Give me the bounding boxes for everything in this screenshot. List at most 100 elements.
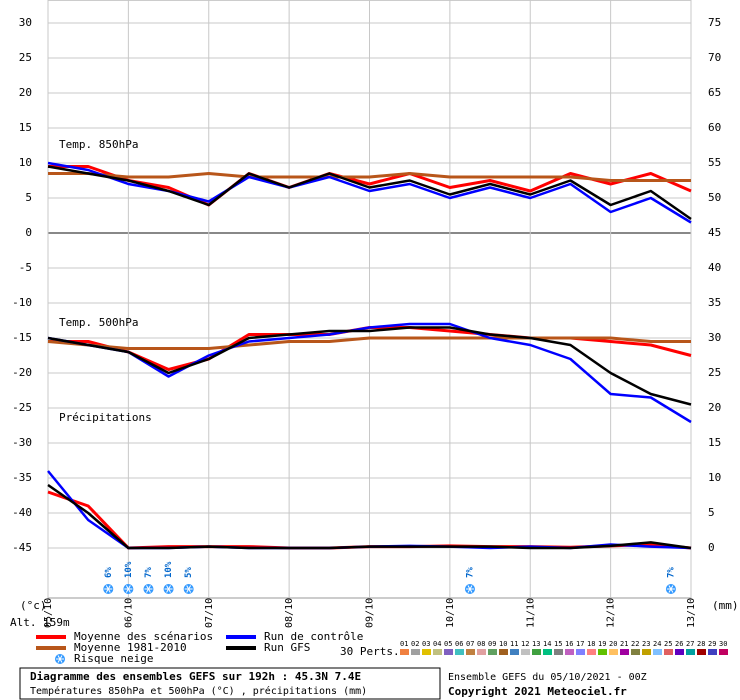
pert-swatch bbox=[422, 649, 431, 655]
pert-swatch bbox=[400, 649, 409, 655]
pert-swatch bbox=[697, 649, 706, 655]
footer-run: Ensemble GEFS du 05/10/2021 - 00Z bbox=[448, 672, 647, 683]
pert-number: 01 bbox=[400, 640, 408, 648]
pert-swatch bbox=[411, 649, 420, 655]
snow-label: 7% bbox=[465, 567, 475, 578]
y-tick-label: 0 bbox=[25, 226, 32, 239]
footer-copyright: Copyright 2021 Meteociel.fr bbox=[448, 685, 627, 698]
y-tick-label: -40 bbox=[12, 506, 32, 519]
pert-number: 16 bbox=[565, 640, 573, 648]
y-tick-label: -15 bbox=[12, 331, 32, 344]
pert-number: 20 bbox=[609, 640, 617, 648]
pert-number: 02 bbox=[411, 640, 419, 648]
series-line bbox=[47, 336, 691, 350]
pert-swatch bbox=[521, 649, 530, 655]
pert-swatch bbox=[433, 649, 442, 655]
y-tick-label: 25 bbox=[19, 51, 32, 64]
footer-subtitle: Températures 850hPa et 500hPa (°C) , pré… bbox=[30, 685, 367, 697]
y-tick-label: -30 bbox=[12, 436, 32, 449]
pert-number: 10 bbox=[499, 640, 507, 648]
pert-number: 07 bbox=[466, 640, 474, 648]
pert-swatch bbox=[675, 649, 684, 655]
pert-number: 17 bbox=[576, 640, 584, 648]
legend-label: Run de contrôle bbox=[264, 630, 363, 643]
y2-tick-label: 30 bbox=[708, 331, 721, 344]
y2-tick-label: 15 bbox=[708, 436, 721, 449]
pert-swatch bbox=[642, 649, 651, 655]
pert-number: 13 bbox=[532, 640, 540, 648]
y2-tick-label: 0 bbox=[708, 541, 715, 554]
y2-tick-label: 40 bbox=[708, 261, 721, 274]
y-tick-label: 5 bbox=[25, 191, 32, 204]
legend-label: Run GFS bbox=[264, 641, 310, 654]
pert-number: 03 bbox=[422, 640, 430, 648]
x-tick-label: 12/10 bbox=[606, 598, 617, 628]
pert-swatch bbox=[510, 649, 519, 655]
pert-swatch bbox=[686, 649, 695, 655]
series-line bbox=[47, 165, 692, 221]
x-tick-label: 08/10 bbox=[284, 598, 295, 628]
annotation: Temp. 850hPa bbox=[59, 138, 138, 151]
y2-tick-label: 70 bbox=[708, 51, 721, 64]
y2-tick-label: 75 bbox=[708, 16, 721, 29]
y-tick-label: -20 bbox=[12, 366, 32, 379]
y-tick-label: -10 bbox=[12, 296, 32, 309]
pert-number: 26 bbox=[675, 640, 683, 648]
legend-label: Risque neige bbox=[74, 652, 153, 665]
pert-swatch bbox=[543, 649, 552, 655]
pert-swatch bbox=[488, 649, 497, 655]
x-tick-label: 07/10 bbox=[204, 598, 215, 628]
pert-number: 05 bbox=[444, 640, 452, 648]
snow-label: 7% bbox=[666, 567, 676, 578]
snow-label: 5% bbox=[184, 567, 194, 578]
pert-number: 08 bbox=[477, 640, 485, 648]
pert-swatch bbox=[609, 649, 618, 655]
pert-swatch bbox=[576, 649, 585, 655]
snow-label: 10% bbox=[124, 561, 134, 578]
x-tick-label: 13/10 bbox=[686, 598, 697, 628]
y2-tick-label: 20 bbox=[708, 401, 721, 414]
annotation: Temp. 500hPa bbox=[59, 316, 138, 329]
pert-number: 25 bbox=[664, 640, 672, 648]
pert-number: 19 bbox=[598, 640, 606, 648]
snow-marker bbox=[103, 584, 114, 594]
y-tick-label: -5 bbox=[19, 261, 32, 274]
x-tick-label: 05/10 bbox=[43, 598, 54, 628]
series-line bbox=[48, 172, 691, 182]
snow-marker bbox=[183, 584, 194, 594]
legend-label: Moyenne 1981-2010 bbox=[74, 641, 187, 654]
pert-swatch bbox=[532, 649, 541, 655]
y2-tick-label: 10 bbox=[708, 471, 721, 484]
series-line bbox=[47, 322, 692, 424]
footer-title: Diagramme des ensembles GEFS sur 192h : … bbox=[30, 670, 361, 683]
pert-number: 27 bbox=[686, 640, 694, 648]
snow-label: 6% bbox=[104, 567, 114, 578]
y2-tick-label: 25 bbox=[708, 366, 721, 379]
snow-marker bbox=[163, 584, 174, 594]
series-line bbox=[47, 483, 692, 550]
pert-number: 06 bbox=[455, 640, 463, 648]
annotation: Précipitations bbox=[59, 411, 152, 424]
snow-marker bbox=[464, 584, 475, 594]
perts-label: 30 Perts. bbox=[340, 645, 400, 658]
pert-swatch bbox=[719, 649, 728, 655]
pert-swatch bbox=[631, 649, 640, 655]
x-tick-label: 10/10 bbox=[445, 598, 456, 628]
x-tick-label: 06/10 bbox=[123, 598, 134, 628]
x-tick-label: 09/10 bbox=[365, 598, 376, 628]
pert-swatch bbox=[455, 649, 464, 655]
snow-label: 10% bbox=[164, 561, 174, 578]
axis-unit: (°c) bbox=[20, 599, 47, 612]
pert-swatch bbox=[620, 649, 629, 655]
y-tick-label: -35 bbox=[12, 471, 32, 484]
footer-box bbox=[19, 667, 441, 700]
snow-ray bbox=[146, 585, 151, 593]
snow-ray bbox=[186, 585, 192, 593]
pert-number: 24 bbox=[653, 640, 661, 648]
pert-swatch bbox=[466, 649, 475, 655]
pert-swatch bbox=[653, 649, 662, 655]
series-line bbox=[47, 326, 692, 406]
pert-number: 15 bbox=[554, 640, 562, 648]
legend-label: Moyenne des scénarios bbox=[74, 630, 213, 643]
